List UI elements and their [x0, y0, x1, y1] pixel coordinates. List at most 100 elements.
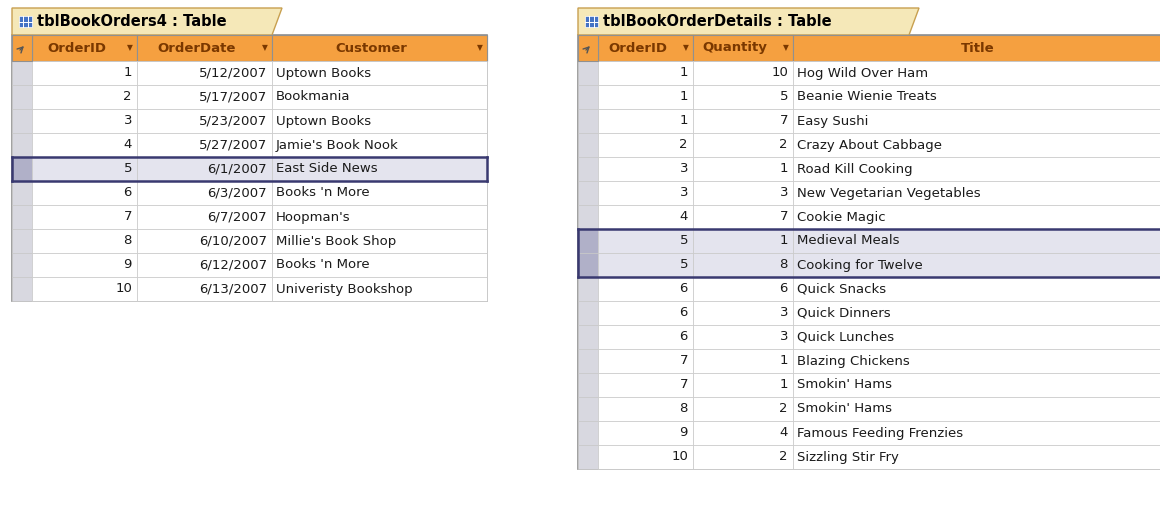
- Bar: [693, 133, 793, 157]
- Bar: [271, 61, 487, 85]
- Bar: [599, 349, 693, 373]
- Bar: [793, 421, 1160, 445]
- Bar: [578, 181, 599, 205]
- Text: 2: 2: [780, 139, 788, 151]
- Bar: [12, 61, 32, 85]
- Text: Famous Feeding Frenzies: Famous Feeding Frenzies: [797, 426, 963, 440]
- Bar: [793, 85, 1160, 109]
- Text: Customer: Customer: [335, 41, 407, 54]
- Polygon shape: [12, 8, 282, 35]
- Text: Smokin' Hams: Smokin' Hams: [797, 403, 892, 415]
- Bar: [32, 229, 137, 253]
- Bar: [578, 35, 599, 61]
- Bar: [137, 157, 271, 181]
- Text: Medieval Meals: Medieval Meals: [797, 234, 899, 248]
- Bar: [12, 133, 32, 157]
- Bar: [693, 229, 793, 253]
- Bar: [599, 181, 693, 205]
- Bar: [32, 35, 137, 61]
- Text: 6/12/2007: 6/12/2007: [198, 259, 267, 271]
- Bar: [32, 61, 137, 85]
- Bar: [793, 253, 1160, 277]
- Bar: [137, 85, 271, 109]
- Text: 5/12/2007: 5/12/2007: [198, 67, 267, 79]
- Bar: [32, 253, 137, 277]
- Text: 1: 1: [680, 114, 688, 127]
- Text: Bookmania: Bookmania: [276, 90, 350, 104]
- Text: 5: 5: [680, 234, 688, 248]
- Bar: [693, 397, 793, 421]
- Bar: [693, 157, 793, 181]
- Bar: [578, 205, 599, 229]
- Text: Quick Dinners: Quick Dinners: [797, 306, 891, 320]
- Bar: [12, 157, 32, 181]
- Bar: [578, 157, 599, 181]
- Text: ▼: ▼: [128, 43, 133, 52]
- Bar: [271, 181, 487, 205]
- Bar: [599, 277, 693, 301]
- Bar: [599, 301, 693, 325]
- Bar: [137, 205, 271, 229]
- Bar: [599, 133, 693, 157]
- Text: Easy Sushi: Easy Sushi: [797, 114, 869, 127]
- Text: 4: 4: [124, 139, 132, 151]
- Bar: [578, 229, 599, 253]
- Text: ▼: ▼: [683, 43, 689, 52]
- Bar: [578, 373, 599, 397]
- Text: Hog Wild Over Ham: Hog Wild Over Ham: [797, 67, 928, 79]
- Bar: [693, 181, 793, 205]
- Text: 2: 2: [123, 90, 132, 104]
- Bar: [578, 85, 599, 109]
- Bar: [137, 109, 271, 133]
- Text: 3: 3: [680, 187, 688, 199]
- Bar: [585, 16, 599, 27]
- Text: East Side News: East Side News: [276, 162, 378, 176]
- Text: Books 'n More: Books 'n More: [276, 187, 370, 199]
- Text: tblBookOrderDetails : Table: tblBookOrderDetails : Table: [603, 14, 832, 29]
- Bar: [693, 445, 793, 469]
- Bar: [599, 205, 693, 229]
- Text: 10: 10: [672, 451, 688, 463]
- Text: 6/7/2007: 6/7/2007: [208, 211, 267, 223]
- Bar: [137, 181, 271, 205]
- Text: 5/17/2007: 5/17/2007: [198, 90, 267, 104]
- Text: 5: 5: [780, 90, 788, 104]
- Bar: [599, 421, 693, 445]
- Bar: [578, 301, 599, 325]
- Bar: [793, 133, 1160, 157]
- Bar: [793, 325, 1160, 349]
- Text: 8: 8: [124, 234, 132, 248]
- Text: Cooking for Twelve: Cooking for Twelve: [797, 259, 922, 271]
- Bar: [793, 35, 1160, 61]
- Bar: [271, 229, 487, 253]
- Bar: [19, 16, 32, 27]
- Bar: [32, 277, 137, 301]
- Text: 1: 1: [780, 354, 788, 368]
- Text: 10: 10: [771, 67, 788, 79]
- Text: 1: 1: [680, 90, 688, 104]
- Text: 7: 7: [780, 211, 788, 223]
- Bar: [599, 157, 693, 181]
- Text: Road Kill Cooking: Road Kill Cooking: [797, 162, 913, 176]
- Text: Beanie Wienie Treats: Beanie Wienie Treats: [797, 90, 937, 104]
- Bar: [12, 277, 32, 301]
- Bar: [599, 253, 693, 277]
- Text: 6/3/2007: 6/3/2007: [208, 187, 267, 199]
- Bar: [693, 35, 793, 61]
- Text: 5: 5: [123, 162, 132, 176]
- Text: 6: 6: [680, 306, 688, 320]
- Text: Uptown Books: Uptown Books: [276, 114, 371, 127]
- Text: Blazing Chickens: Blazing Chickens: [797, 354, 909, 368]
- Text: 6: 6: [680, 331, 688, 343]
- Bar: [599, 229, 693, 253]
- Bar: [599, 85, 693, 109]
- Text: Sizzling Stir Fry: Sizzling Stir Fry: [797, 451, 899, 463]
- Bar: [32, 85, 137, 109]
- Bar: [693, 421, 793, 445]
- Text: 5/23/2007: 5/23/2007: [198, 114, 267, 127]
- Bar: [793, 157, 1160, 181]
- Text: ▼: ▼: [783, 43, 789, 52]
- Bar: [12, 35, 487, 301]
- Bar: [693, 85, 793, 109]
- Text: 6/13/2007: 6/13/2007: [198, 282, 267, 296]
